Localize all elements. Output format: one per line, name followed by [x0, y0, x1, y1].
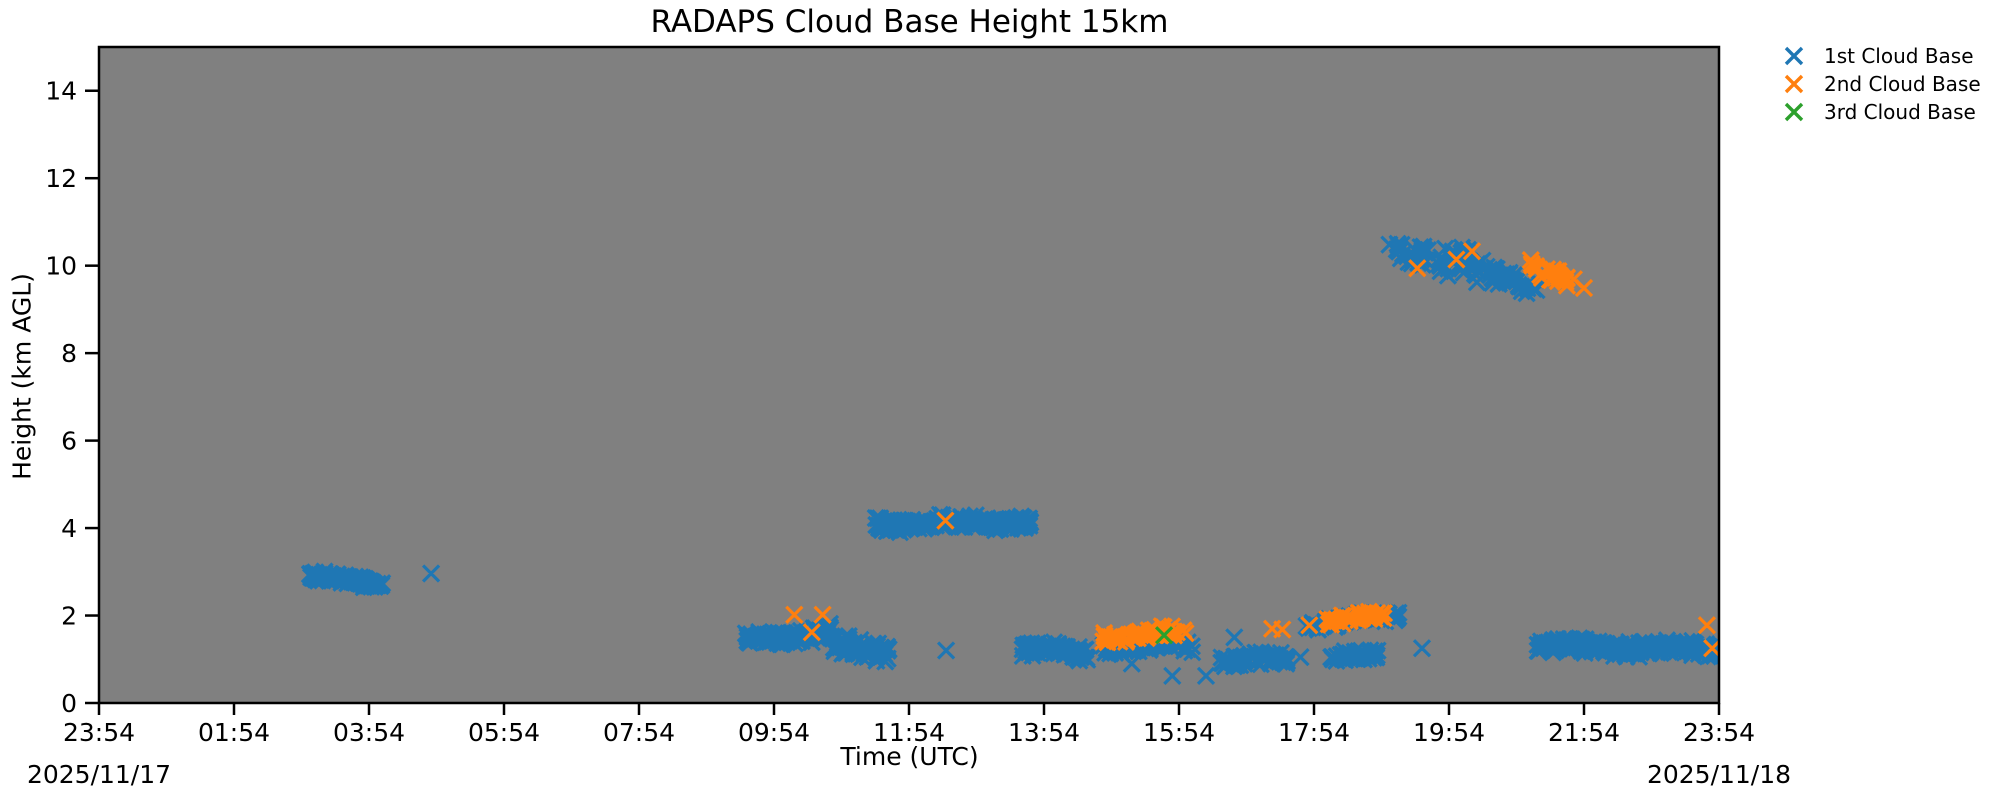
- x-tick-label: 11:54: [873, 718, 945, 747]
- y-tick-label: 14: [45, 77, 77, 106]
- y-tick-label: 0: [61, 689, 77, 718]
- x-tick-label: 17:54: [1278, 718, 1350, 747]
- x-tick-label: 07:54: [603, 718, 675, 747]
- x-tick-label: 03:54: [333, 718, 405, 747]
- legend-label: 1st Cloud Base: [1824, 44, 1974, 68]
- legend: 1st Cloud Base 2nd Cloud Base 3rd Cloud …: [1782, 42, 1981, 126]
- x-marker-path: [1784, 74, 1804, 94]
- legend-item-3rd-cloud-base: 3rd Cloud Base: [1782, 98, 1981, 126]
- x-marker-icon: [1784, 74, 1804, 94]
- chart-title: RADAPS Cloud Base Height 15km: [650, 4, 1169, 40]
- x-tick-label: 13:54: [1008, 718, 1080, 747]
- axes-spines: [97, 45, 1721, 705]
- start-date-label: 2025/11/17: [26, 760, 172, 789]
- y-axis-label: Height (km AGL): [7, 273, 37, 480]
- x-tick-label: 01:54: [198, 718, 270, 747]
- series-markers-3rd-cloud-base: [1154, 626, 1174, 645]
- legend-item-1st-cloud-base: 1st Cloud Base: [1782, 42, 1981, 70]
- x-tick-label: 09:54: [738, 718, 810, 747]
- x-marker-icon: [1784, 46, 1804, 66]
- x-tick-label: 23:54: [63, 718, 135, 747]
- x-marker-path: [1784, 46, 1804, 66]
- x-tick-label: 15:54: [1143, 718, 1215, 747]
- plot-area-background: [99, 47, 1719, 703]
- end-date-label: 2025/11/18: [1646, 760, 1792, 789]
- y-tick-label: 10: [45, 252, 77, 281]
- legend-item-2nd-cloud-base: 2nd Cloud Base: [1782, 70, 1981, 98]
- y-tick-label: 4: [61, 514, 77, 543]
- x-tick-label: 05:54: [468, 718, 540, 747]
- legend-label: 2nd Cloud Base: [1824, 72, 1981, 96]
- legend-label: 3rd Cloud Base: [1824, 100, 1976, 124]
- x-tick-label: 19:54: [1413, 718, 1485, 747]
- y-tick-label: 2: [61, 602, 77, 631]
- series-markers-2nd-cloud-base: [785, 242, 1719, 658]
- x-tick-label: 21:54: [1548, 718, 1620, 747]
- x-tick-label: 23:54: [1683, 718, 1755, 747]
- x-marker-icon: [1784, 102, 1804, 122]
- y-tick-label: 6: [61, 427, 77, 456]
- y-tick-label: 8: [61, 339, 77, 368]
- y-tick-label: 12: [45, 164, 77, 193]
- x-axis-label: Time (UTC): [840, 742, 979, 771]
- x-marker-path: [1784, 102, 1804, 122]
